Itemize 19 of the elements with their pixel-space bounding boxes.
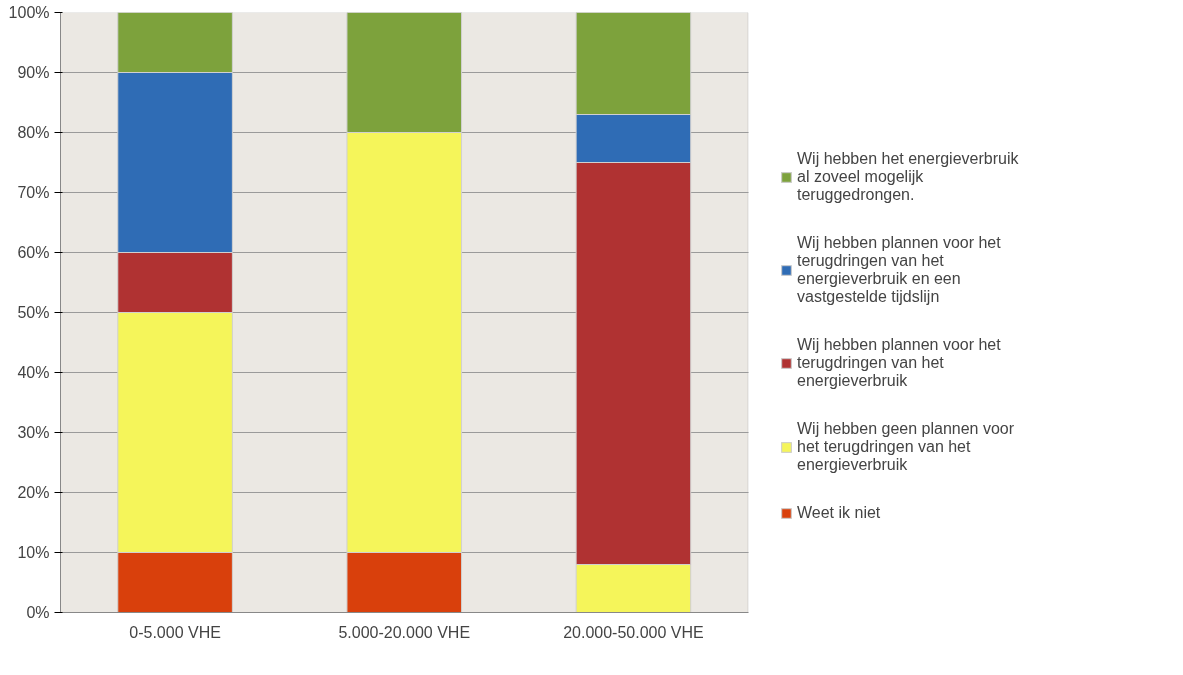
y-tick-label: 40% (17, 364, 50, 381)
y-tick-label: 0% (26, 604, 50, 621)
y-tick-label: 10% (17, 544, 50, 561)
y-tick-label: 30% (17, 424, 50, 441)
y-tick-label: 80% (17, 124, 50, 141)
y-tick-label: 100% (8, 4, 50, 21)
y-tick-label: 70% (17, 184, 50, 201)
legend-label: Wij hebben plannen voor het terugdringen van het energieverbruik (797, 336, 1001, 390)
legend-label: Wij hebben geen plannen voor het terugdringen van het energieverbruik (797, 420, 1015, 474)
legend-label: Wij hebben het energieverbruik al zoveel mogelijk teruggedrongen. (797, 150, 1019, 204)
y-tick-label: 90% (17, 64, 50, 81)
x-tick-label: 0-5.000 VHE (129, 623, 221, 641)
y-tick-label: 50% (17, 304, 50, 321)
y-tick-label: 20% (17, 484, 50, 501)
y-tick-label: 60% (17, 244, 50, 261)
x-tick-label: 20.000-50.000 VHE (563, 623, 704, 641)
x-tick-label: 5.000-20.000 VHE (338, 623, 471, 641)
legend-label: Weet ik niet (797, 504, 881, 522)
legend-label: Wij hebben plannen voor het terugdringen van het energieverbruik en een vastgestelde tijdslijn (797, 234, 1001, 306)
